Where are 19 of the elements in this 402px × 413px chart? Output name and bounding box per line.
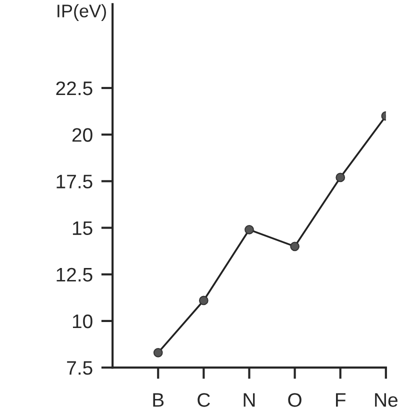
x-tick-label: N bbox=[244, 393, 255, 407]
y-tick-label: 7.5 bbox=[67, 361, 92, 375]
y-tick-label: 10 bbox=[72, 314, 92, 328]
y-tick-label: 12.5 bbox=[56, 268, 92, 282]
point bbox=[244, 224, 254, 234]
x-tick-label: O bbox=[288, 393, 302, 407]
point bbox=[153, 348, 163, 358]
x-tick-label: C bbox=[198, 393, 210, 407]
x-tick-label: F bbox=[336, 393, 346, 407]
x-tick-label: B bbox=[153, 393, 164, 407]
x-tick-label: Ne bbox=[375, 393, 398, 407]
point bbox=[290, 242, 300, 252]
y-tick-label: 17.5 bbox=[56, 174, 92, 188]
y-tick-label: 22.5 bbox=[56, 81, 92, 96]
point bbox=[198, 296, 208, 306]
y-axis-title: IP(eV) bbox=[58, 4, 106, 21]
y-tick-label: 15 bbox=[72, 221, 92, 236]
y-tick-label: 20 bbox=[72, 128, 92, 142]
point bbox=[336, 172, 346, 182]
